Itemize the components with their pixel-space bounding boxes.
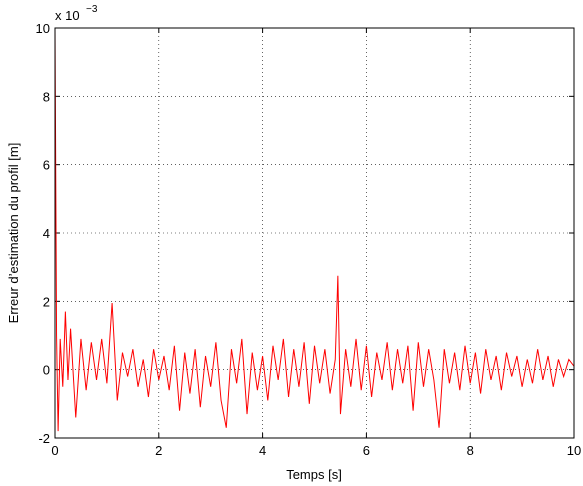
data-line	[54, 27, 575, 432]
y-multiplier: x 10	[55, 8, 80, 23]
x-tick-label: 8	[467, 443, 474, 458]
y-tick-label: 8	[43, 89, 50, 104]
y-tick-label: 0	[43, 363, 50, 378]
x-axis-label: Temps [s]	[286, 467, 342, 482]
x-tick-label: 4	[259, 443, 266, 458]
y-tick-label: 4	[43, 226, 50, 241]
x-tick-label: 10	[567, 443, 581, 458]
plot-frame	[54, 27, 575, 439]
y-exponent: −3	[86, 4, 98, 15]
y-axis-label: Erreur d’estimation du profil [m]	[6, 143, 21, 324]
x-tick-label: 6	[363, 443, 370, 458]
y-tick-label: -2	[38, 431, 50, 446]
x-tick-label: 2	[155, 443, 162, 458]
y-tick-label: 2	[43, 294, 50, 309]
x-tick-label: 0	[51, 443, 58, 458]
y-tick-label: 10	[36, 21, 50, 36]
y-tick-label: 6	[43, 158, 50, 173]
